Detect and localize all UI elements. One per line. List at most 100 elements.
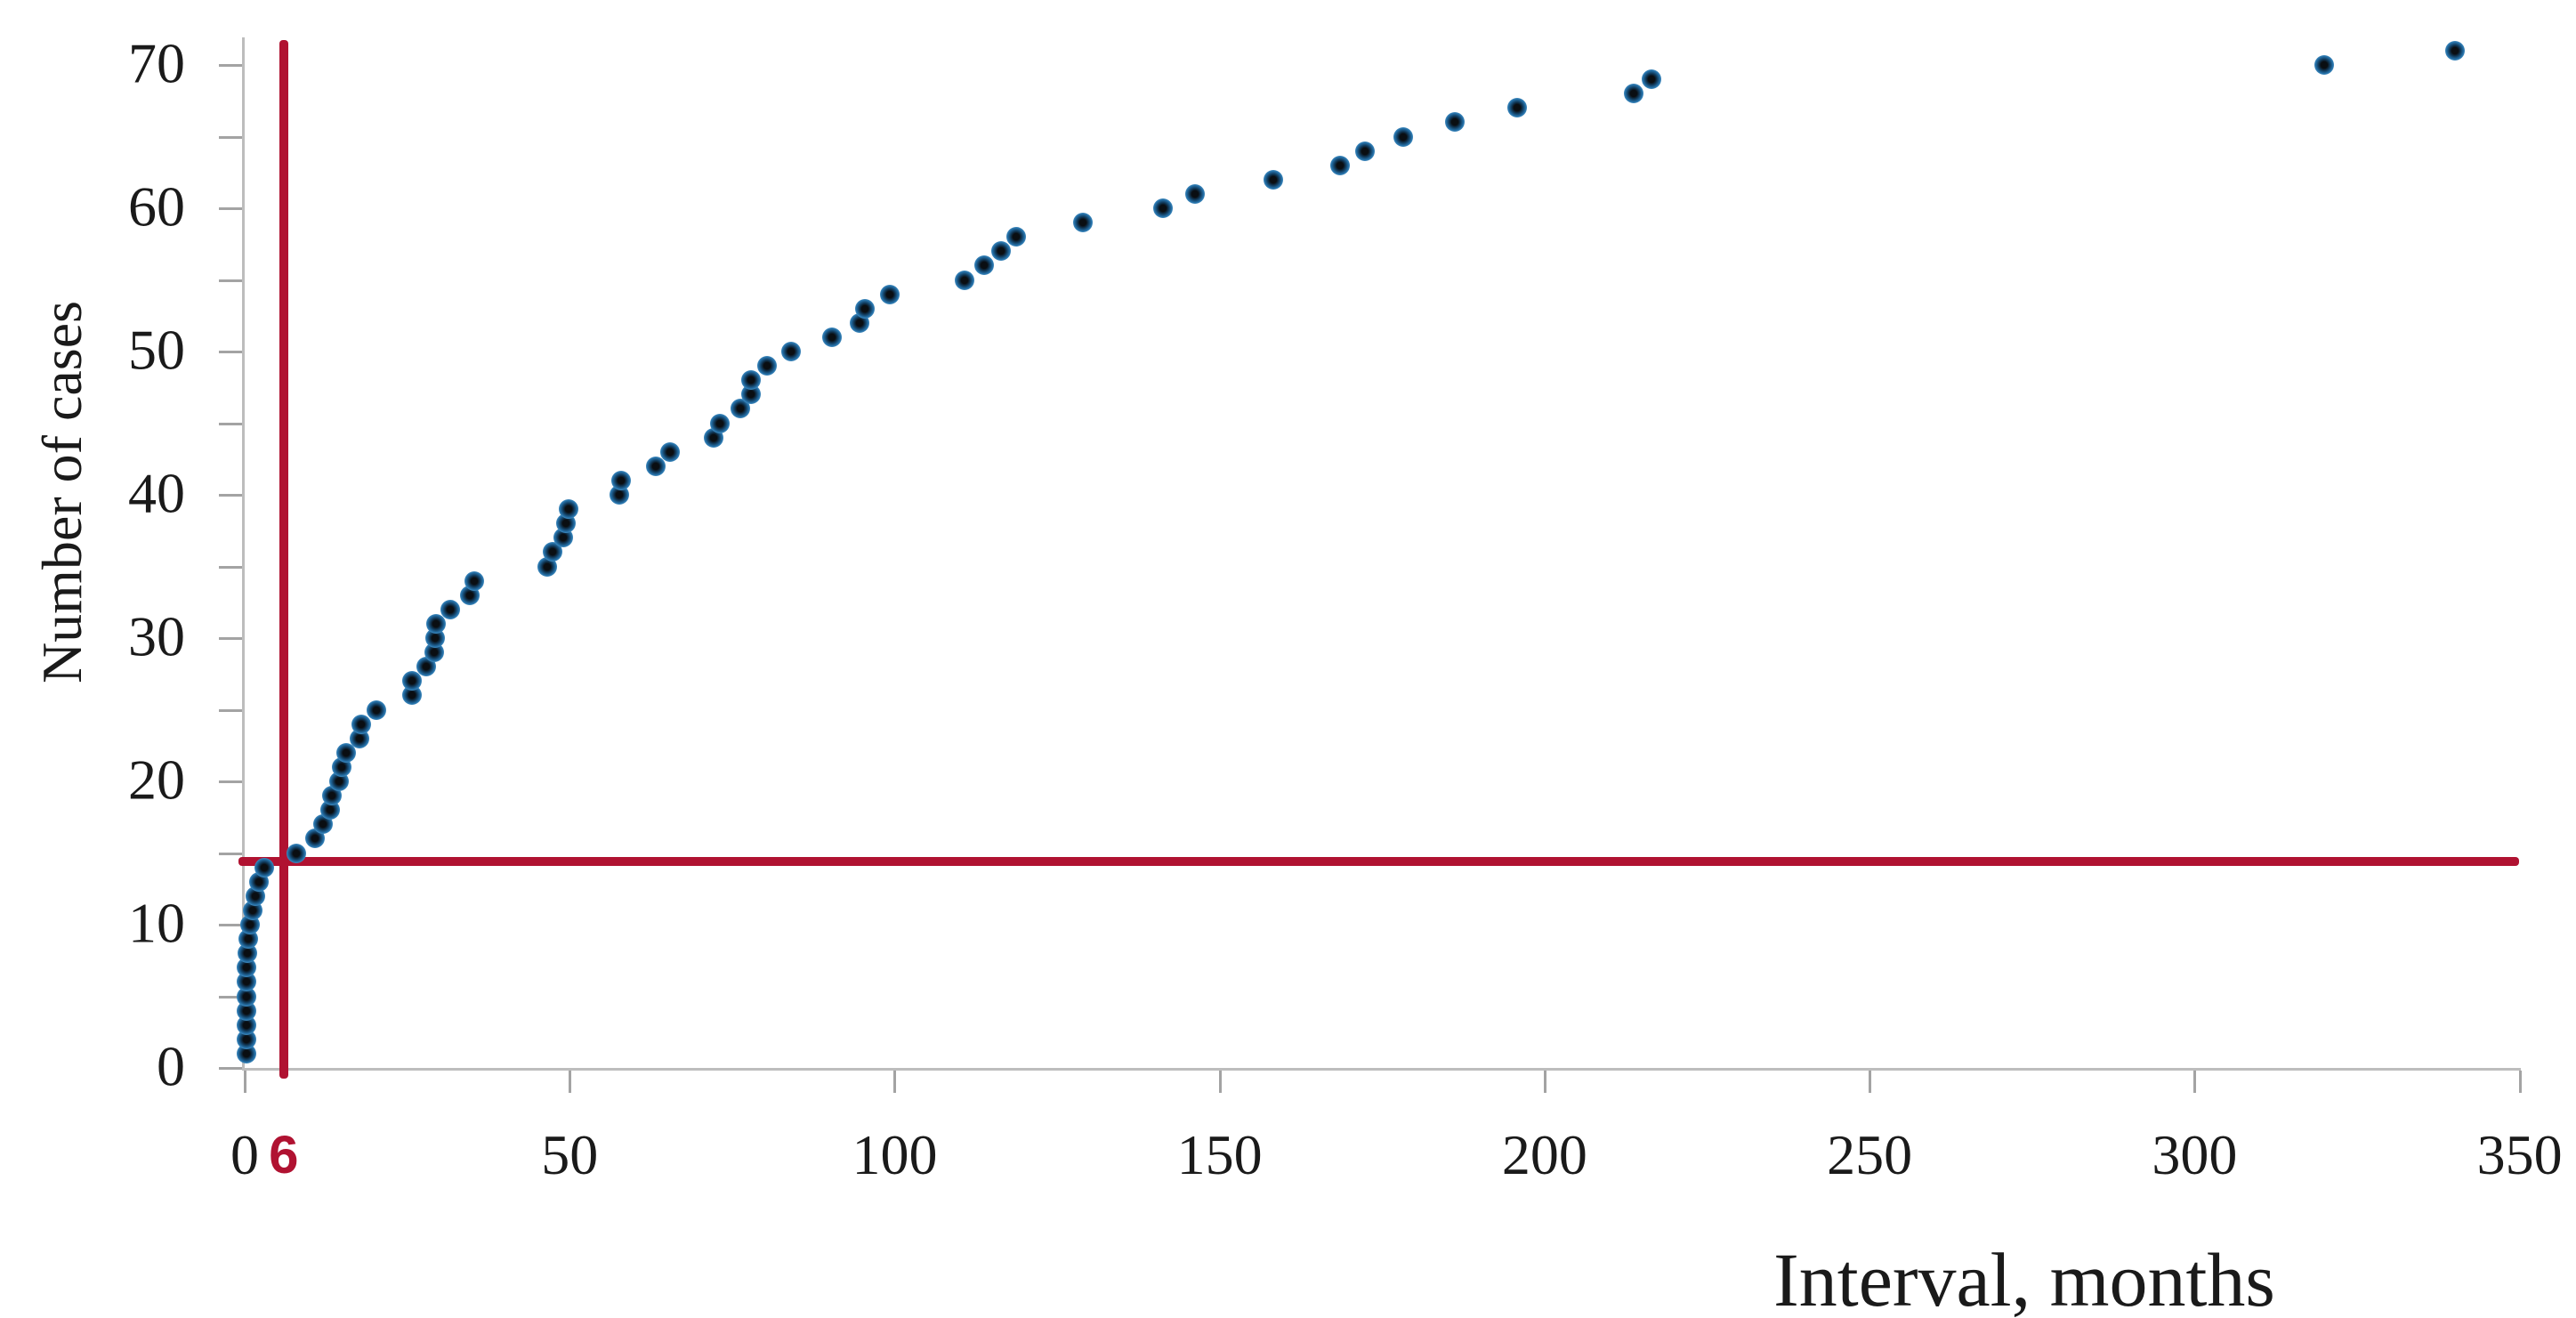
data-point (237, 986, 257, 1007)
x-tick-label: 300 (2152, 1123, 2238, 1186)
data-point (335, 742, 356, 763)
data-point (304, 829, 325, 849)
y-tick (219, 351, 242, 353)
data-point (416, 657, 436, 677)
data-point (351, 714, 372, 734)
y-tick (219, 565, 242, 569)
reference-line-vertical (279, 40, 288, 1079)
data-point (781, 342, 802, 361)
y-tick (219, 924, 242, 926)
x-axis-line (242, 1068, 2521, 1071)
data-point (425, 628, 446, 648)
x-tick-label: 100 (852, 1123, 938, 1186)
data-point (2314, 55, 2335, 75)
data-point (237, 943, 257, 964)
data-point (254, 857, 274, 877)
data-point (1445, 112, 1466, 133)
data-point (237, 958, 257, 978)
data-point (730, 399, 750, 419)
y-tick (219, 852, 242, 855)
data-point (402, 671, 423, 691)
data-point (709, 413, 730, 433)
y-tick (219, 1067, 242, 1070)
x-tick (1543, 1071, 1546, 1093)
data-point (991, 241, 1012, 262)
data-point (237, 1043, 257, 1063)
x-tick-label: 0 (230, 1123, 259, 1186)
data-point (402, 685, 423, 706)
data-point (558, 499, 578, 520)
reference-line-horizontal (238, 857, 2519, 867)
data-point (974, 255, 995, 276)
y-tick (219, 708, 242, 712)
y-tick-label: 0 (157, 1034, 185, 1098)
y-tick (219, 422, 242, 425)
y-tick (219, 279, 242, 282)
data-point (287, 843, 307, 863)
y-tick (219, 207, 242, 210)
x-tick-label: 350 (2476, 1123, 2563, 1186)
data-point (757, 356, 778, 376)
data-point (425, 613, 446, 634)
y-axis-line (242, 37, 245, 1071)
x-tick (569, 1071, 572, 1093)
data-point (1072, 213, 1093, 233)
data-point (237, 1015, 257, 1035)
data-point (424, 643, 445, 663)
data-point (1006, 227, 1027, 247)
y-tick-label: 50 (128, 318, 185, 382)
data-point (879, 284, 900, 304)
y-tick (219, 637, 242, 640)
x-tick-label: 200 (1501, 1123, 1587, 1186)
y-tick-label: 10 (128, 891, 185, 955)
data-point (1355, 141, 1376, 161)
y-tick (219, 135, 242, 139)
data-point (660, 441, 681, 462)
data-point (610, 485, 630, 505)
y-tick-label: 40 (128, 461, 185, 525)
x-tick (244, 1071, 246, 1093)
y-tick-label: 20 (128, 748, 185, 812)
data-point (1329, 155, 1350, 175)
x-tick-label: 250 (1827, 1123, 1913, 1186)
data-point (319, 800, 340, 821)
data-point (1507, 98, 1528, 118)
x-tick (2193, 1071, 2197, 1093)
y-axis-title: Number of cases (30, 300, 93, 684)
data-point (542, 542, 562, 562)
data-point (237, 972, 257, 992)
data-point (1153, 198, 1174, 218)
data-point (741, 384, 762, 405)
data-point (1184, 183, 1205, 204)
data-point (1642, 69, 1662, 90)
x-axis-title: Interval, months (1773, 1237, 2275, 1318)
data-point (367, 699, 387, 720)
x-tick-label: 150 (1176, 1123, 1263, 1186)
x-tick (1218, 1071, 1222, 1093)
data-point (610, 470, 631, 490)
y-tick-label: 70 (128, 31, 185, 95)
x-tick-label: 50 (541, 1123, 599, 1186)
data-point (821, 327, 842, 347)
data-point (854, 298, 875, 319)
data-point (237, 1000, 257, 1021)
y-tick (219, 494, 242, 497)
data-point (741, 370, 762, 391)
data-point (440, 599, 460, 619)
data-point (237, 1029, 257, 1049)
x-ref-label: 6 (269, 1125, 299, 1185)
data-point (1263, 169, 1283, 190)
y-tick (219, 780, 242, 783)
y-tick (219, 64, 242, 67)
x-tick (893, 1071, 897, 1093)
data-point (1393, 126, 1413, 147)
x-tick (2518, 1071, 2522, 1093)
data-point (1623, 84, 1643, 104)
y-tick-label: 60 (128, 174, 185, 239)
y-tick (219, 995, 242, 999)
data-point (954, 270, 974, 290)
data-point (464, 570, 484, 591)
data-point (2444, 40, 2465, 61)
data-point (238, 929, 259, 950)
